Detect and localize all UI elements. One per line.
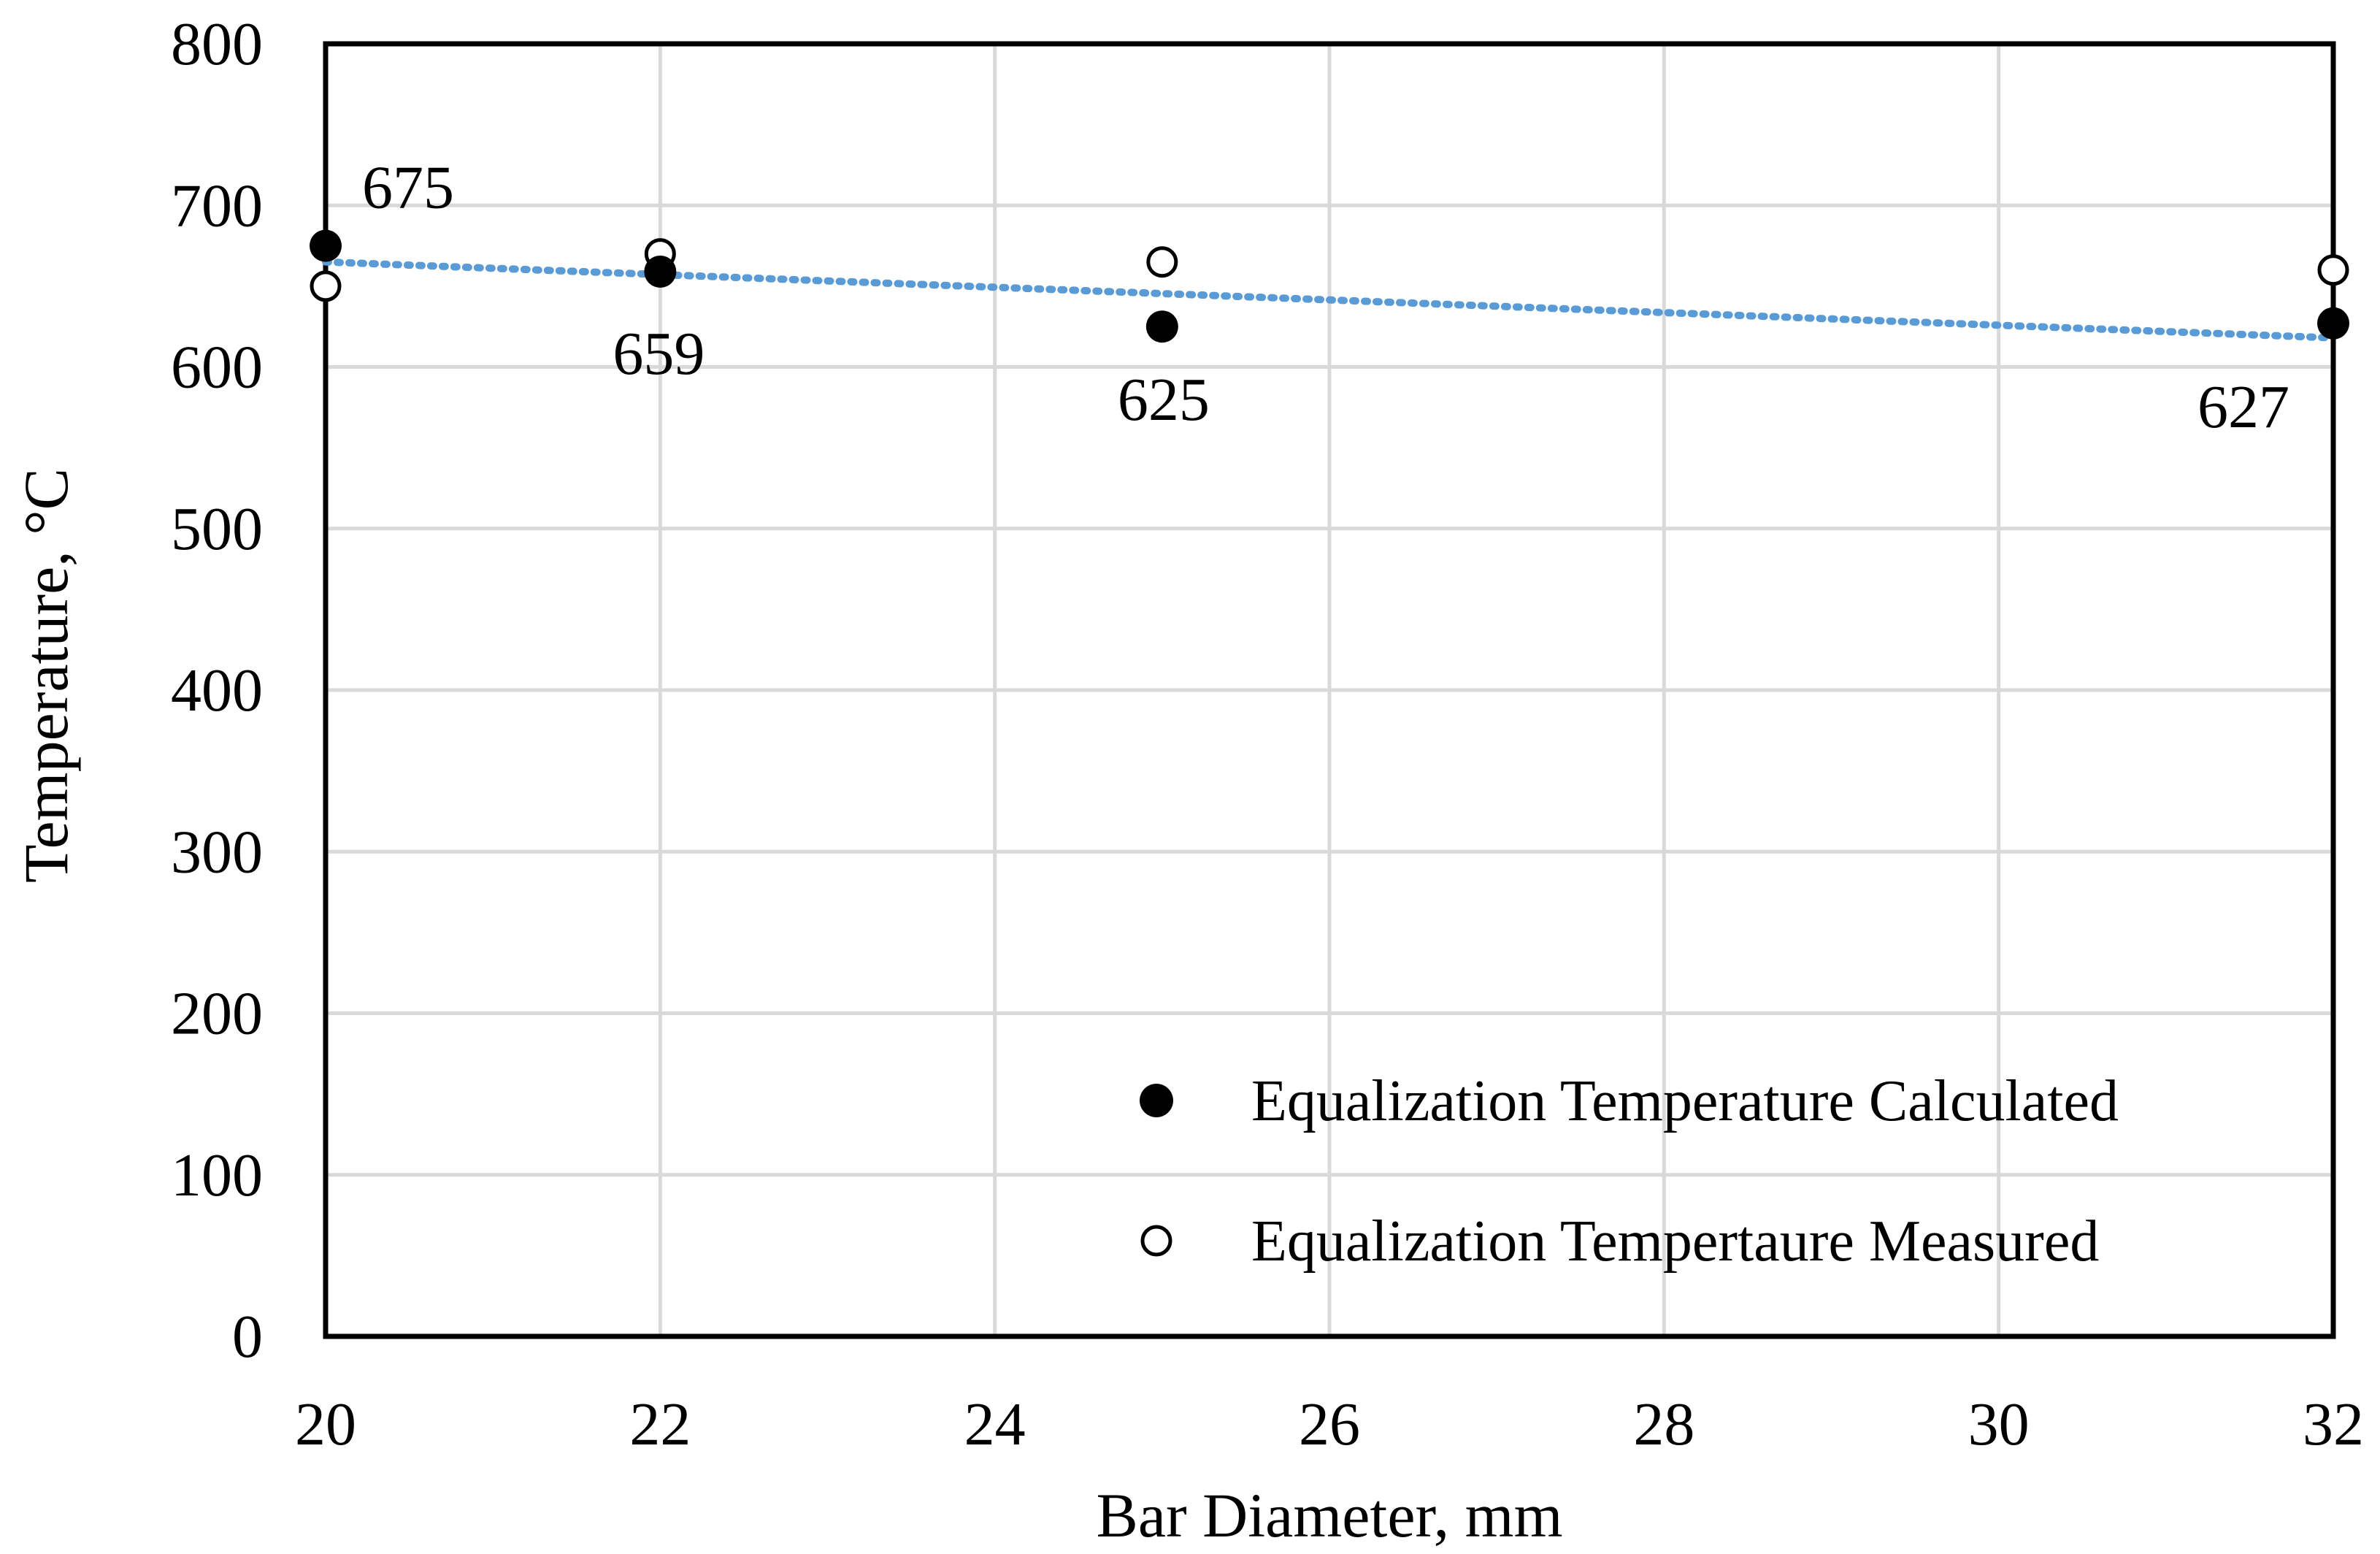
- calculated-point: [1145, 310, 1178, 343]
- y-tick-label: 600: [171, 334, 263, 402]
- plot-frame: [323, 41, 2336, 1339]
- y-tick-label: 300: [171, 818, 263, 886]
- x-tick-label: 24: [964, 1390, 1026, 1458]
- data-label: 675: [362, 154, 454, 222]
- x-axis-title: Bar Diameter, mm: [1097, 1480, 1563, 1550]
- trendline-line: [322, 258, 2337, 342]
- calculated-point: [310, 229, 342, 262]
- x-tick-label: 32: [2303, 1390, 2364, 1458]
- legend-label-measured: Equalization Tempertaure Measured: [1251, 1209, 2099, 1274]
- measured-point: [310, 270, 342, 302]
- trendline: [322, 258, 2337, 342]
- y-tick-label: 800: [171, 10, 263, 78]
- y-tick-label: 400: [171, 657, 263, 724]
- calculated-point: [644, 255, 677, 288]
- x-tick-label: 20: [295, 1390, 356, 1458]
- data-label: 627: [2197, 373, 2289, 441]
- y-tick-label: 100: [171, 1141, 263, 1209]
- legend-label-calculated: Equalization Temperature Calculated: [1251, 1069, 2119, 1133]
- y-tick-label: 200: [171, 980, 263, 1048]
- x-tick-label: 26: [1299, 1390, 1360, 1458]
- data-label: 625: [1118, 366, 1210, 434]
- legend: Equalization Temperature Calculated Equa…: [1140, 1069, 2119, 1274]
- legend-marker-calculated: [1140, 1084, 1173, 1117]
- legend-marker-measured: [1140, 1225, 1172, 1257]
- y-tick-label: 500: [171, 495, 263, 563]
- x-tick-label: 22: [629, 1390, 691, 1458]
- data-points: [310, 229, 2349, 343]
- x-tick-label: 28: [1633, 1390, 1694, 1458]
- y-tick-label: 0: [232, 1303, 263, 1371]
- measured-point: [1146, 246, 1178, 278]
- x-tick-label: 30: [1968, 1390, 2030, 1458]
- data-label: 659: [613, 320, 705, 388]
- y-tick-label: 700: [171, 172, 263, 240]
- y-axis-ticks: 0 100 200 300 400 500 600 700 800: [171, 10, 263, 1371]
- measured-point: [2317, 254, 2349, 286]
- y-axis-title: Temperature, °C: [11, 468, 81, 883]
- calculated-point: [2317, 307, 2349, 340]
- x-axis-ticks: 20 22 24 26 28 30 32: [295, 1390, 2364, 1458]
- data-labels: 675 659 625 627: [362, 154, 2289, 441]
